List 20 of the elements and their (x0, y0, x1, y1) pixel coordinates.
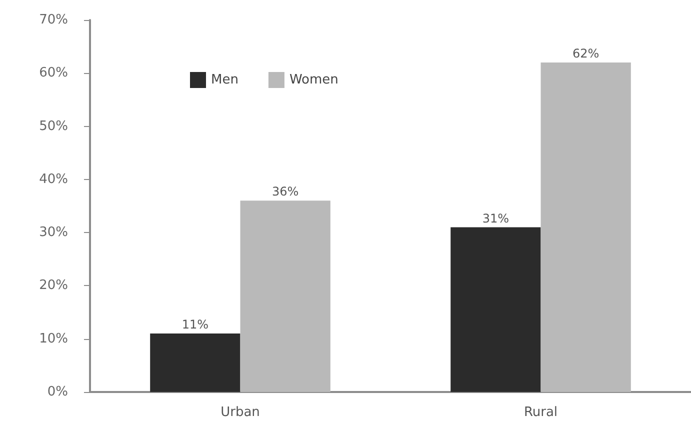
legend-label: Women (289, 72, 338, 88)
y-tick-label: 10% (39, 331, 68, 346)
data-label: 11% (182, 318, 209, 332)
data-label: 62% (572, 46, 600, 61)
legend-label: Men (211, 72, 238, 88)
bar (450, 227, 541, 392)
y-tick-label: 50% (39, 118, 68, 134)
bar (240, 200, 330, 392)
x-tick-label: Rural (524, 405, 558, 420)
y-tick-label: 20% (39, 278, 68, 294)
y-tick-label: 30% (39, 225, 68, 240)
y-tick-label: 70% (39, 12, 68, 28)
data-label: 36% (272, 184, 299, 199)
y-tick-label: 40% (39, 172, 68, 187)
bar (540, 62, 631, 392)
y-tick-label: 0% (47, 384, 68, 400)
y-tick-label: 60% (39, 66, 68, 81)
data-label: 31% (482, 211, 510, 226)
x-tick-label: Urban (220, 405, 260, 420)
bar (150, 334, 240, 392)
